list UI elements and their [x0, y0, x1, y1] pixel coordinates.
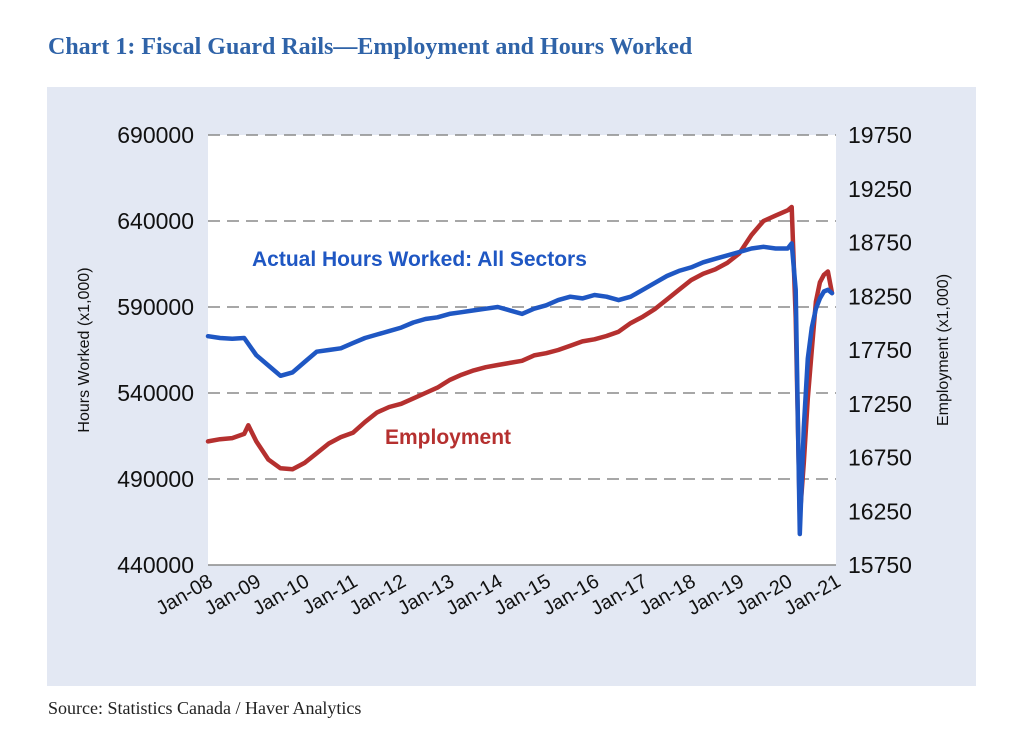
x-tick-label: Jan-10: [249, 570, 313, 620]
y-right-tick-label: 17250: [848, 391, 912, 417]
y-right-tick-label: 18250: [848, 283, 912, 309]
employment-series-line: [205, 204, 835, 519]
y-right-tick-label: 19250: [848, 176, 912, 202]
y-right-axis-label: Employment (x1,000): [935, 274, 952, 426]
y-right-tick-label: 15750: [848, 552, 912, 578]
y-left-tick-label: 590000: [117, 294, 194, 320]
y-left-tick-label: 690000: [117, 122, 194, 148]
y-right-tick-label: 16250: [848, 498, 912, 524]
source-note: Source: Statistics Canada / Haver Analyt…: [48, 698, 362, 718]
y-left-tick-label: 490000: [117, 466, 194, 492]
y-left-tick-label: 440000: [117, 552, 194, 578]
plot-area: [208, 135, 836, 565]
y-left-axis-label: Hours Worked (x1,000): [76, 267, 93, 432]
y-right-tick-label: 18750: [848, 230, 912, 256]
y-left-tick-label: 640000: [117, 208, 194, 234]
chart-title: Chart 1: Fiscal Guard Rails—Employment a…: [48, 34, 693, 60]
x-tick-label: Jan-21: [781, 570, 845, 620]
y-left-tick-label: 540000: [117, 380, 194, 406]
employment-series-label: Employment: [385, 426, 511, 449]
hours-series-label: Actual Hours Worked: All Sectors: [252, 248, 587, 271]
y-right-tick-label: 17750: [848, 337, 912, 363]
y-right-tick-label: 19750: [848, 122, 912, 148]
y-right-tick-label: 16750: [848, 445, 912, 471]
hours-worked-series-line: [205, 241, 835, 537]
